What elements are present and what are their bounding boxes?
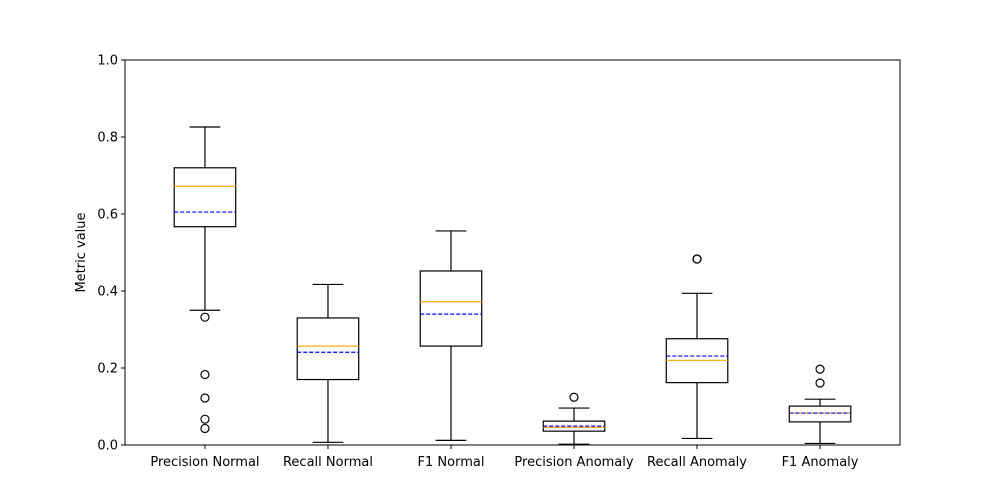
y-tick-label: 0.6 — [97, 208, 118, 223]
plot-frame — [124, 59, 901, 446]
outlier-point — [815, 378, 825, 388]
y-axis: 0.0 0.2 0.4 0.6 0.8 1.0 — [97, 54, 125, 454]
y-tick-label: 0.8 — [97, 131, 118, 146]
box-iqr — [296, 317, 360, 381]
box-iqr — [173, 167, 237, 228]
outlier-point — [569, 392, 579, 402]
y-axis-label: Metric value — [74, 212, 89, 292]
box-iqr — [419, 270, 483, 347]
y-tick-label: 0.4 — [97, 285, 118, 300]
outlier-point — [200, 369, 210, 380]
outlier-point — [200, 423, 210, 434]
box-precision-anomaly — [542, 392, 606, 445]
box-recall-normal — [296, 283, 360, 443]
x-axis: Precision Normal Recall Normal F1 Normal Pr… — [150, 445, 859, 470]
outlier-point — [815, 364, 825, 374]
y-tick-label: 0.2 — [97, 362, 118, 377]
box-series — [173, 126, 852, 445]
y-tick-label: 1.0 — [97, 54, 118, 69]
box-precision-normal — [173, 126, 237, 434]
outlier-point — [200, 393, 210, 403]
x-tick-label: Recall Normal — [283, 455, 373, 470]
box-iqr — [788, 405, 852, 423]
box-f1-anomaly — [788, 364, 852, 445]
outlier-point — [200, 414, 210, 424]
x-tick-label: Recall Anomaly — [647, 455, 747, 470]
x-tick-label: F1 Anomaly — [782, 455, 859, 470]
x-tick-label: F1 Normal — [418, 455, 485, 470]
x-tick-label: Precision Anomaly — [514, 455, 633, 470]
outlier-point — [200, 312, 210, 322]
y-tick-label: 0.0 — [97, 439, 118, 454]
outlier-point — [692, 254, 702, 264]
box-recall-anomaly — [665, 254, 729, 440]
box-f1-normal — [419, 230, 483, 441]
x-tick-label: Precision Normal — [150, 455, 259, 470]
